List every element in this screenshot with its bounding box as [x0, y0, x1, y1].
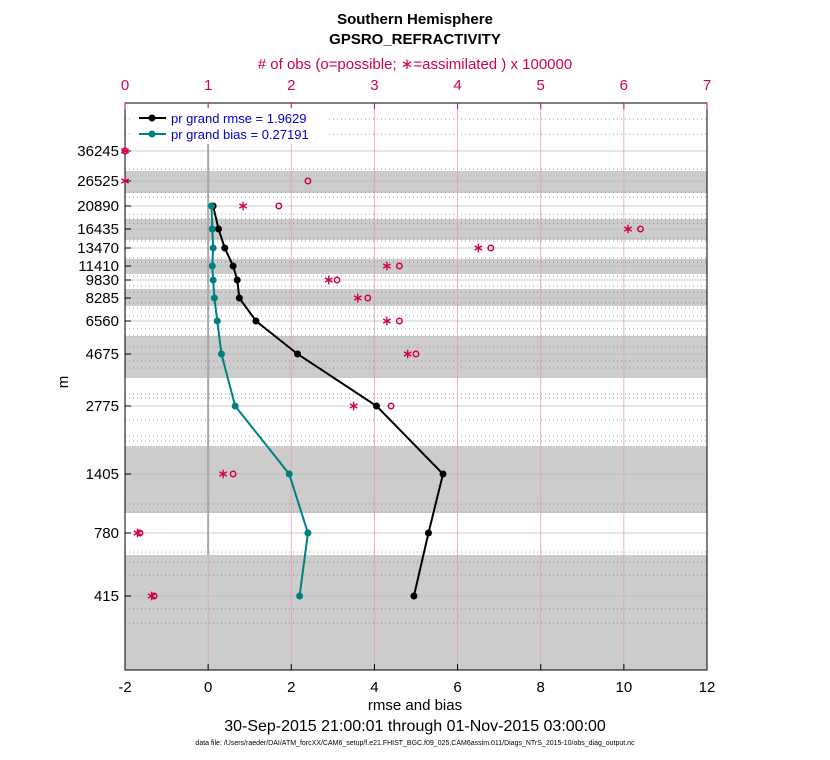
obs-possible-marker [333, 276, 341, 284]
x-tick-label: 10 [616, 679, 633, 696]
obs-assimilated-marker [147, 591, 156, 601]
legend-marker [148, 114, 156, 122]
altitude-band [125, 171, 707, 193]
obs-assimilated-marker [382, 316, 391, 326]
obs-possible-marker [364, 294, 372, 302]
series-point-pr-grand-rmse [410, 592, 418, 600]
chart-title: Southern Hemisphere [337, 11, 493, 28]
series-point-pr-grand-rmse [215, 225, 223, 233]
plot-frame [124, 102, 708, 671]
series-point-pr-grand-bias [296, 592, 304, 600]
altitude-band [125, 219, 707, 240]
y-tick-label: 2775 [86, 398, 119, 415]
y-tick-label: 6560 [86, 313, 119, 330]
y-tick-label: 11410 [78, 258, 119, 275]
top-axis-label: # of obs (o=possible; ∗=assimilated ) x … [258, 56, 572, 73]
legend-entry: pr grand rmse = 1.9629 [171, 111, 307, 126]
series-point-pr-grand-bias [208, 262, 216, 270]
series-point-pr-grand-rmse [373, 402, 381, 410]
series-point-pr-grand-bias [231, 402, 239, 410]
series-point-pr-grand-rmse [252, 317, 260, 325]
series-point-pr-grand-bias [217, 350, 225, 358]
series-point-pr-grand-bias [210, 294, 218, 302]
top-tick-label: 7 [703, 77, 711, 94]
y-tick-label: 36245 [77, 143, 119, 160]
y-tick-label: 20890 [77, 198, 119, 215]
series-point-pr-grand-bias [304, 529, 312, 537]
series-point-pr-grand-rmse [424, 529, 432, 537]
y-tick-label: 16435 [77, 221, 119, 238]
altitude-band [125, 289, 707, 306]
y-tick-label: 415 [94, 588, 119, 605]
top-tick-label: 2 [287, 77, 295, 94]
series-point-pr-grand-rmse [221, 244, 229, 252]
series-point-pr-grand-rmse [229, 262, 237, 270]
obs-possible-marker [412, 350, 420, 358]
obs-possible-marker [275, 202, 283, 210]
x-tick-label: 4 [370, 679, 378, 696]
data-file-note: data file: /Users/raeder/DAI/ATM_forcXX/… [195, 740, 635, 747]
obs-possible-marker [637, 225, 644, 233]
obs-assimilated-marker [120, 146, 130, 156]
series-point-pr-grand-rmse [439, 470, 447, 478]
chart-subtitle: GPSRO_REFRACTIVITY [329, 31, 501, 48]
obs-possible-marker [487, 244, 495, 252]
top-tick-label: 1 [204, 77, 212, 94]
top-tick-label: 4 [453, 77, 461, 94]
obs-assimilated-marker [382, 261, 391, 271]
obs-assimilated-marker [324, 275, 333, 285]
y-tick-label: 13470 [77, 240, 119, 257]
obs-assimilated-marker [238, 201, 248, 211]
obs-possible-marker [387, 402, 395, 410]
obs-assimilated-marker [120, 176, 130, 186]
x-tick-label: -2 [118, 679, 131, 696]
y-tick-label: 8285 [86, 290, 119, 307]
obs-assimilated-marker [353, 293, 362, 303]
obs-possible-marker [229, 470, 237, 478]
obs-possible-marker [304, 177, 312, 185]
top-tick-label: 5 [537, 77, 545, 94]
obs-assimilated-marker [623, 224, 633, 234]
y-axis-label: m [55, 376, 72, 389]
x-tick-label: 6 [453, 679, 461, 696]
y-tick-label: 780 [94, 525, 119, 542]
top-tick-label: 6 [620, 77, 628, 94]
altitude-band [125, 446, 707, 513]
x-tick-label: 0 [204, 679, 212, 696]
x-tick-label: 2 [287, 679, 295, 696]
top-tick-label: 0 [121, 77, 129, 94]
series-point-pr-grand-bias [208, 225, 216, 233]
x-tick-label: 8 [537, 679, 545, 696]
legend-marker [148, 130, 156, 138]
legend-entry: pr grand bias = 0.27191 [171, 127, 309, 142]
series-point-pr-grand-bias [209, 244, 217, 252]
series-point-pr-grand-bias [207, 202, 215, 210]
altitude-band [125, 259, 707, 274]
obs-assimilated-marker [474, 243, 483, 253]
top-tick-label: 3 [370, 77, 378, 94]
obs-possible-marker [395, 262, 403, 270]
series-point-pr-grand-bias [285, 470, 293, 478]
x-tick-label: 12 [699, 679, 716, 696]
series-point-pr-grand-rmse [294, 350, 302, 358]
series-point-pr-grand-bias [209, 276, 217, 284]
y-tick-label: 4675 [86, 346, 119, 363]
obs-assimilated-marker [349, 401, 358, 411]
series-point-pr-grand-rmse [233, 276, 241, 284]
y-tick-label: 9830 [86, 272, 119, 289]
obs-assimilated-marker [403, 349, 412, 359]
altitude-band [125, 555, 707, 670]
y-tick-label: 26525 [77, 173, 119, 190]
x-axis-label: rmse and bias [368, 697, 462, 714]
date-range: 30-Sep-2015 21:00:01 through 01-Nov-2015… [224, 718, 606, 735]
y-tick-label: 1405 [86, 466, 119, 483]
obs-assimilated-marker [219, 469, 228, 479]
series-point-pr-grand-bias [213, 317, 221, 325]
obs-assimilated-marker [133, 528, 142, 538]
legend-box [131, 108, 327, 144]
series-point-pr-grand-rmse [235, 294, 243, 302]
obs-possible-marker [395, 317, 403, 325]
